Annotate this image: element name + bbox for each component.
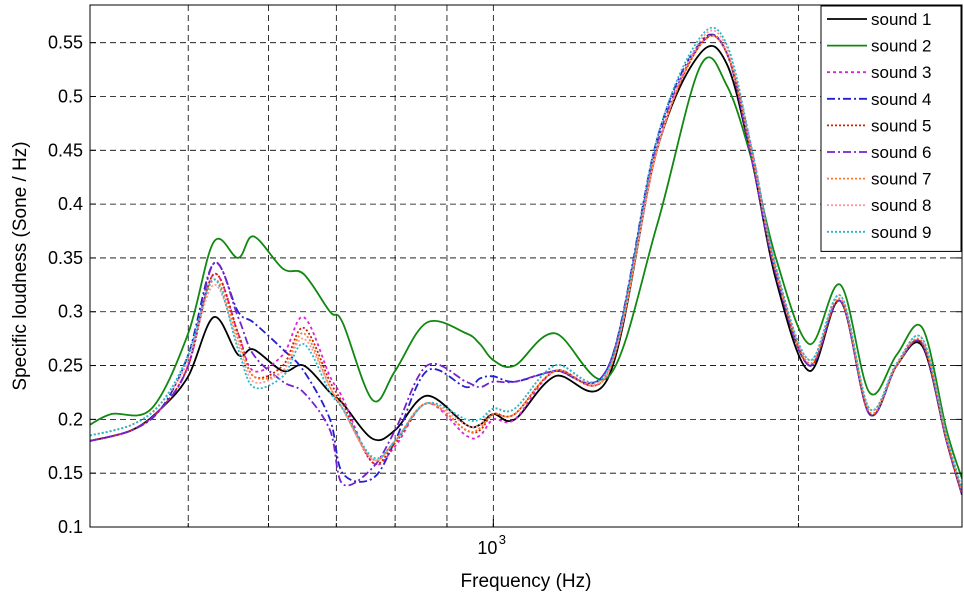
- series-line-9: [90, 26, 962, 490]
- legend-label: sound 8: [871, 196, 932, 215]
- y-tick-label: 0.15: [48, 463, 83, 483]
- series-line-6: [90, 34, 962, 495]
- y-tick-label: 0.4: [58, 194, 83, 214]
- legend-label: sound 4: [871, 90, 932, 109]
- legend: sound 1 sound 2 sound 3 sound 4 sound 5 sound…: [820, 5, 962, 252]
- series-group: [90, 26, 962, 495]
- legend-label: sound 2: [871, 37, 932, 56]
- y-tick-label: 0.2: [58, 409, 83, 429]
- series-line-2: [90, 56, 962, 479]
- ticks: 0.1 0.15 0.2 0.25 0.3 0.35 0.4 0.45 0.5 0.55 10 3: [48, 33, 962, 558]
- y-tick-label: 0.5: [58, 86, 83, 106]
- legend-label: sound 6: [871, 143, 932, 162]
- y-tick-label: 0.25: [48, 356, 83, 376]
- legend-label: sound 7: [871, 170, 932, 189]
- legend-label: sound 3: [871, 63, 932, 82]
- x-tick-exponent: 3: [499, 532, 506, 547]
- y-tick-label: 0.45: [48, 140, 83, 160]
- series-line-7: [90, 34, 962, 493]
- legend-label: sound 5: [871, 116, 932, 135]
- series-line-3: [90, 33, 962, 495]
- y-axis-title: Specific loudness (Sone / Hz): [10, 141, 31, 390]
- y-tick-label: 0.35: [48, 248, 83, 268]
- legend-label: sound 9: [871, 223, 932, 242]
- x-axis-title: Frequency (Hz): [461, 571, 592, 592]
- x-tick-label: 10: [477, 538, 497, 558]
- plot-frame: [89, 4, 963, 528]
- legend-label: sound 1: [871, 10, 932, 29]
- legend-box: [820, 5, 962, 252]
- y-tick-label: 0.1: [58, 517, 83, 537]
- grid: [90, 5, 962, 528]
- y-tick-label: 0.55: [48, 33, 83, 53]
- y-tick-label: 0.3: [58, 302, 83, 322]
